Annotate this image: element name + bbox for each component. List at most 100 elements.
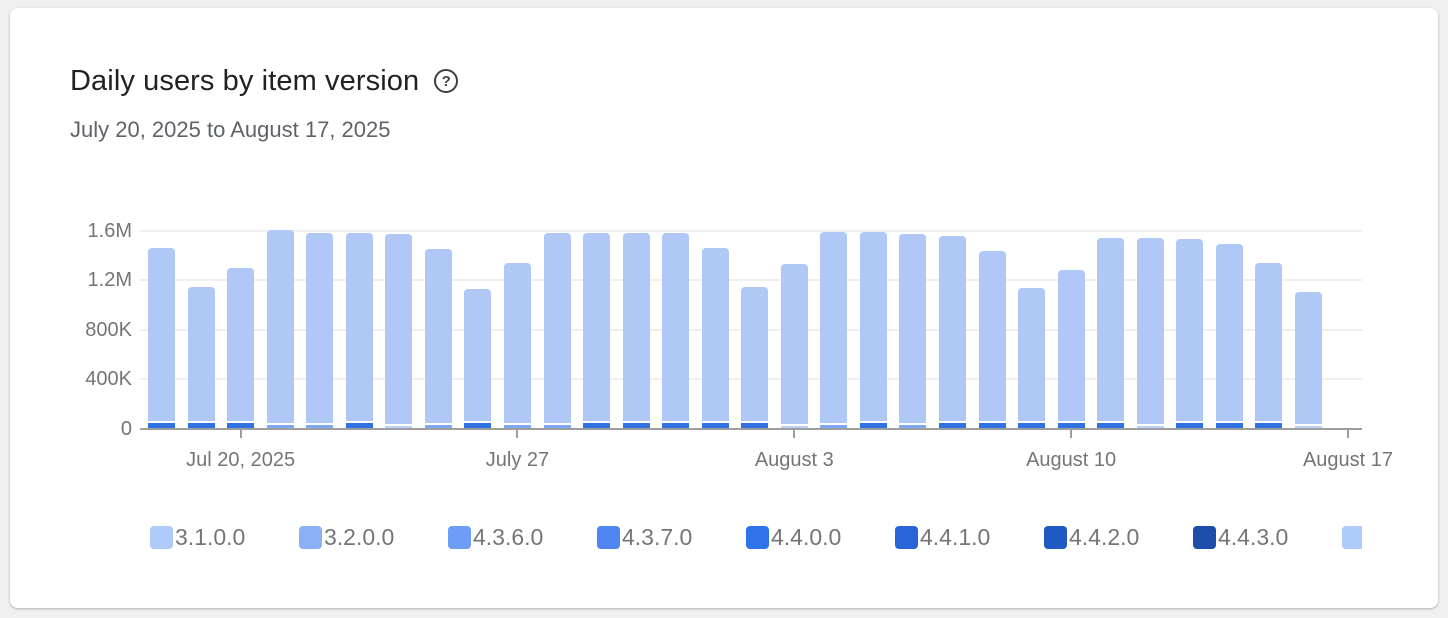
y-gridline: [140, 279, 1362, 282]
legend-label: 4.4.1.0: [920, 524, 991, 550]
bar-base-segment: [1215, 423, 1243, 428]
bar-base-segment: [662, 423, 690, 428]
bar-base-segment: [1018, 423, 1046, 428]
bar-aug-11[interactable]: [1097, 238, 1125, 428]
bar-base-segment: [424, 425, 452, 428]
bar-aug-2[interactable]: [741, 287, 769, 428]
x-axis-tick: [1347, 430, 1349, 438]
help-icon[interactable]: ?: [434, 69, 459, 93]
daily-users-bar-chart: 0 400K 800K 1.2M 1.6M Jul 20, 2025 July 27 Augu…: [10, 8, 1448, 618]
x-axis-line: [140, 428, 1362, 430]
bar-main-segment: [622, 233, 650, 421]
bar-main-segment: [266, 230, 294, 423]
bar-aug-7[interactable]: [939, 236, 966, 428]
bar-main-segment: [1097, 238, 1125, 421]
bar-jul-21[interactable]: [266, 230, 294, 428]
bar-aug-10[interactable]: [1057, 270, 1085, 428]
x-axis-tick: [516, 430, 519, 438]
bar-jul-27[interactable]: [503, 263, 531, 428]
legend-swatch: [1044, 525, 1067, 549]
legend-item-4.4.0.0: 4.4.0.0: [746, 524, 851, 550]
bar-main-segment: [1215, 244, 1243, 421]
bar-main-segment: [741, 287, 769, 421]
bar-base-segment: [741, 423, 769, 428]
bar-main-segment: [1136, 238, 1164, 424]
bar-jul-20[interactable]: [227, 268, 255, 428]
y-gridline: [140, 229, 1362, 232]
bar-base-segment: [583, 423, 611, 428]
bar-base-segment: [939, 423, 966, 428]
bar-main-segment: [306, 233, 334, 423]
bar-main-segment: [227, 268, 255, 421]
bar-base-segment: [503, 425, 531, 428]
bar-jul-28[interactable]: [543, 233, 571, 428]
legend-label: 3.2.0.0: [324, 524, 395, 550]
bar-jul-31[interactable]: [662, 233, 690, 428]
chart-title: Daily users by item version: [70, 65, 420, 97]
legend-swatch: [1193, 525, 1216, 549]
x-axis-tick: [1070, 430, 1073, 438]
bar-main-segment: [503, 263, 531, 423]
bar-aug-4[interactable]: [820, 232, 848, 428]
x-axis-label: August 17: [1302, 449, 1394, 471]
bar-base-segment: [543, 425, 571, 428]
bar-base-segment: [385, 426, 413, 428]
x-axis-tick: [239, 430, 242, 438]
bar-jul-29[interactable]: [583, 233, 611, 428]
legend-swatch: [448, 525, 471, 549]
bar-base-segment: [187, 423, 215, 428]
bar-main-segment: [1018, 288, 1046, 421]
bar-base-segment: [148, 423, 175, 428]
bar-aug-8[interactable]: [978, 251, 1006, 428]
daily-users-chart-card: Daily users by item version ? July 20, 2…: [10, 8, 1438, 608]
bar-aug-13[interactable]: [1176, 239, 1204, 428]
bar-aug-16[interactable]: [1294, 292, 1322, 428]
y-axis-label: 800K: [85, 318, 132, 341]
date-range-subtitle: July 20, 2025 to August 17, 2025: [70, 117, 391, 142]
bar-aug-12[interactable]: [1136, 238, 1164, 428]
bar-jul-19[interactable]: [187, 287, 215, 428]
bar-base-segment: [1057, 423, 1085, 428]
bar-base-segment: [1136, 426, 1164, 428]
legend-item-4.4.1.0: 4.4.1.0: [895, 524, 1000, 550]
y-axis-label: 0: [120, 418, 132, 440]
bar-base-segment: [1294, 426, 1322, 428]
bar-main-segment: [978, 251, 1006, 421]
bar-jul-25[interactable]: [424, 249, 452, 428]
bar-aug-1[interactable]: [701, 248, 729, 428]
legend-label: 3.1.0.0: [175, 524, 246, 550]
bar-main-segment: [1176, 239, 1204, 421]
bar-base-segment: [701, 423, 729, 428]
bar-jul-18[interactable]: [148, 248, 175, 428]
bar-main-segment: [148, 248, 175, 421]
bar-jul-22[interactable]: [306, 233, 334, 428]
bar-base-segment: [306, 425, 334, 428]
bar-aug-15[interactable]: [1255, 263, 1283, 428]
bar-main-segment: [662, 233, 690, 421]
bar-jul-26[interactable]: [464, 289, 492, 428]
bar-main-segment: [859, 232, 887, 421]
legend-item-3.2.0.0: 3.2.0.0: [299, 524, 404, 550]
bar-base-segment: [464, 423, 492, 428]
bar-base-segment: [780, 426, 808, 428]
bar-aug-14[interactable]: [1215, 244, 1243, 428]
x-axis-label: August 3: [754, 449, 834, 471]
legend-label: 4.4.3.0: [1218, 524, 1289, 550]
bar-jul-30[interactable]: [622, 233, 650, 428]
bar-aug-3[interactable]: [780, 264, 808, 428]
bar-aug-9[interactable]: [1018, 288, 1046, 428]
bar-main-segment: [464, 289, 492, 421]
bar-main-segment: [780, 264, 808, 424]
legend-item-4.3.6.0: 4.3.6.0: [448, 524, 553, 550]
bar-jul-24[interactable]: [385, 234, 413, 428]
legend-item-4.4.2.0: 4.4.2.0: [1044, 524, 1149, 550]
bar-aug-5[interactable]: [859, 232, 887, 428]
x-axis-tick: [793, 430, 796, 438]
bar-main-segment: [1294, 292, 1322, 424]
bar-base-segment: [345, 423, 373, 428]
bar-aug-6[interactable]: [899, 234, 927, 428]
legend-swatch: [150, 525, 173, 549]
legend-swatch: [1342, 525, 1362, 549]
bar-main-segment: [187, 287, 215, 421]
bar-jul-23[interactable]: [345, 233, 373, 428]
